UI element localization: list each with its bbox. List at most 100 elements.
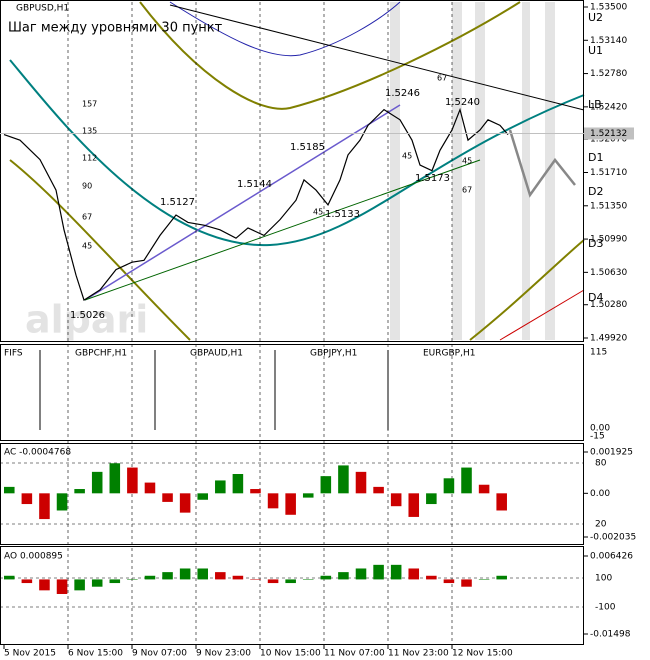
histogram-bar	[250, 489, 261, 494]
price-annotation: 112	[82, 154, 97, 163]
level-label: U1	[588, 44, 603, 57]
histogram-bar	[91, 579, 103, 587]
histogram-bar	[21, 579, 33, 584]
histogram-bar	[408, 493, 420, 517]
histogram-bar	[267, 493, 279, 509]
histogram-bar	[496, 575, 507, 580]
price-annotation: 1.5026	[70, 310, 105, 321]
axis-label: 115	[590, 348, 607, 358]
level-label: D3	[588, 237, 603, 250]
histogram-bar	[285, 579, 296, 584]
current-price-box	[584, 127, 634, 140]
histogram-bar	[56, 493, 68, 511]
price-annotation: 1.5133	[325, 209, 360, 220]
level-label: D2	[588, 185, 603, 198]
histogram-bar	[4, 575, 15, 580]
histogram-bar	[373, 564, 384, 580]
price-annotation: 45	[82, 242, 92, 251]
y-tick-label: 1.53140	[590, 36, 627, 46]
histogram-bar	[302, 493, 314, 498]
histogram-bar	[302, 579, 314, 580]
price-annotation: 135	[82, 127, 97, 136]
histogram-bar	[443, 579, 455, 584]
histogram-bar	[426, 575, 437, 580]
histogram-bar	[338, 572, 349, 580]
y-tick-label: -0.002035	[590, 533, 636, 543]
histogram-bar	[127, 467, 138, 494]
histogram-bar	[267, 579, 279, 584]
x-tick-label: 11 Nov 23:00	[388, 649, 449, 659]
histogram-bar	[373, 486, 384, 494]
level-label: U2	[588, 11, 603, 24]
ao-panel	[0, 546, 584, 645]
histogram-bar	[39, 579, 50, 591]
histogram-bar	[162, 572, 173, 580]
histogram-bar	[144, 482, 156, 494]
price-annotation: 45	[402, 152, 412, 161]
histogram-bar	[91, 471, 103, 494]
panel-title: AC -0.0004768	[4, 448, 71, 458]
y-tick-label: -0.01498	[590, 630, 631, 640]
y-tick-label: 1.50990	[590, 235, 627, 245]
histogram-bar	[320, 476, 332, 494]
level-label: LB	[588, 98, 602, 111]
price-line	[3, 107, 509, 302]
y-tick-label: 1.50280	[590, 300, 627, 310]
price-annotation: 157	[82, 100, 97, 109]
histogram-bar	[390, 564, 402, 580]
x-tick-label: 9 Nov 23:00	[196, 649, 251, 659]
watermark: alpari	[25, 298, 148, 342]
y-tick-label: 1.52420	[590, 102, 627, 112]
price-annotation: 1.5144	[237, 179, 272, 190]
price-annotation: 1.5240	[445, 97, 480, 108]
price-annotation: 67	[462, 186, 472, 195]
price-annotation: 1.5185	[290, 142, 325, 153]
y-tick-label: 1.50630	[590, 268, 627, 278]
y-tick-label: 0.001925	[590, 448, 633, 458]
y-tick-label: 1.52780	[590, 69, 627, 79]
level-label: D1	[588, 151, 603, 164]
price-annotation: 1.5127	[160, 197, 195, 208]
price-annotation: 45	[313, 208, 323, 217]
chart-title: GBPUSD,H1	[16, 4, 69, 14]
histogram-bar	[74, 579, 85, 591]
price-annotation: 1.5246	[385, 88, 420, 99]
x-tick-label: 6 Nov 15:00	[68, 649, 123, 659]
histogram-bar	[127, 579, 138, 580]
histogram-bar	[250, 579, 261, 580]
symbol-label: GBPJPY,H1	[310, 349, 357, 359]
panel-title: AO 0.000895	[4, 552, 63, 562]
histogram-bar	[56, 579, 68, 594]
main-panel	[0, 0, 584, 342]
histogram-bar	[109, 579, 121, 584]
level-label: D4	[588, 291, 603, 304]
y-tick-label: 0.006426	[590, 552, 633, 562]
histogram-bar	[197, 568, 208, 580]
price-annotation: 67	[437, 74, 447, 83]
histogram-bar	[426, 493, 437, 505]
histogram-bar	[285, 493, 296, 515]
histogram-bar	[162, 493, 173, 502]
histogram-bar	[232, 575, 244, 580]
histogram-bar	[179, 493, 191, 513]
y-tick-label: 0.00	[590, 489, 610, 499]
histogram-bar	[461, 467, 472, 494]
histogram-bar	[109, 463, 121, 494]
y-tick-label: 1.51710	[590, 168, 627, 178]
x-tick-label: 12 Nov 15:00	[452, 649, 513, 659]
ac-panel	[0, 443, 584, 545]
histogram-bar	[478, 484, 490, 494]
axis-label: -15	[590, 432, 605, 442]
symbol-label: GBPAUD,H1	[190, 349, 243, 359]
envelope-curves	[9, 1, 585, 341]
y-tick-label: 1.53500	[590, 3, 627, 13]
level-label: -100	[595, 603, 616, 613]
histogram-bar	[355, 471, 367, 494]
histogram-bar	[215, 572, 226, 580]
x-tick-label: 5 Nov 2015	[4, 649, 56, 659]
y-tick-label: 1.49920	[590, 334, 627, 344]
histogram-bar	[39, 493, 50, 520]
panel-title: FIFS	[4, 349, 23, 359]
histogram-bar	[21, 493, 33, 505]
